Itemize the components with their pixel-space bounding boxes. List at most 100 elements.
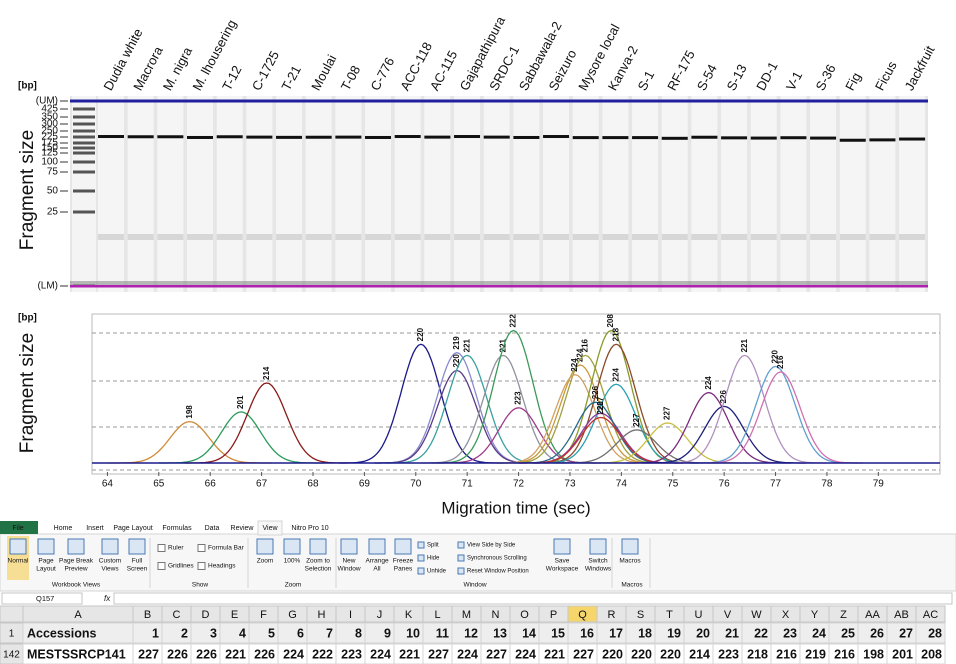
checkbox-label[interactable]: Headings	[208, 563, 236, 570]
cell-text: 23	[783, 626, 797, 640]
x-tick-label: 71	[462, 479, 474, 490]
column-header-label: S	[637, 609, 644, 621]
cell-text: Accessions	[27, 626, 97, 640]
ribbon-button-label[interactable]: All	[373, 566, 381, 573]
peak-label: 224	[570, 358, 579, 372]
ribbon-button-label[interactable]: 100%	[284, 558, 301, 565]
checkbox-label[interactable]: Formula Bar	[208, 545, 245, 552]
ribbon-tab[interactable]: View	[262, 525, 278, 532]
ribbon-tab[interactable]: Formulas	[162, 525, 192, 532]
checkbox[interactable]	[157, 562, 166, 570]
checkbox-label[interactable]: Gridlines	[168, 563, 194, 570]
ribbon-button-label[interactable]: Preview	[64, 566, 87, 573]
ribbon-button-label[interactable]: New	[342, 558, 355, 565]
ribbon-button-label[interactable]: Custom	[99, 558, 121, 565]
ribbon-icon[interactable]	[368, 538, 386, 555]
ribbon-button-label[interactable]: Switch	[588, 558, 608, 565]
formula-input[interactable]	[113, 592, 953, 605]
peak-label: 214	[262, 366, 271, 380]
cell-text: 216	[776, 647, 797, 661]
ribbon-button-label[interactable]: Screen	[127, 566, 148, 573]
ribbon-tab[interactable]: Insert	[86, 525, 104, 532]
peak-label: 227	[663, 406, 672, 420]
small-icon	[457, 567, 465, 575]
ribbon-button-label[interactable]: Windows	[585, 566, 612, 573]
checkbox[interactable]	[197, 544, 206, 552]
primer-band	[632, 234, 659, 240]
peak-label: 222	[509, 314, 518, 328]
ribbon-button-label[interactable]: Full	[132, 558, 143, 565]
small-button-label[interactable]: Reset Window Position	[467, 569, 529, 575]
ribbon-icon[interactable]	[621, 538, 639, 555]
ribbon-button-label[interactable]: Macros	[619, 558, 641, 565]
checkbox[interactable]	[157, 544, 166, 552]
peak	[184, 382, 349, 464]
ribbon-button-label[interactable]: Zoom to	[306, 558, 330, 565]
cell-text: 224	[515, 647, 536, 661]
primer-band	[216, 234, 243, 240]
ribbon-icon[interactable]	[589, 538, 607, 555]
ribbon-icon[interactable]	[309, 538, 327, 555]
ribbon-button-label[interactable]: Arrange	[365, 558, 389, 565]
cell-text: 9	[384, 626, 391, 640]
ribbon-group-label: Macros	[621, 582, 643, 589]
cell[interactable]	[915, 622, 946, 644]
checkbox[interactable]	[197, 562, 206, 570]
allele-band	[187, 135, 214, 139]
ribbon-icon[interactable]	[37, 538, 55, 555]
x-tick-label: 79	[873, 479, 885, 490]
ribbon-button-label[interactable]: Panes	[394, 566, 413, 573]
ribbon-icon[interactable]	[394, 538, 412, 555]
small-button-label[interactable]: Split	[427, 543, 439, 549]
column-header[interactable]	[915, 605, 946, 623]
cell-text: 221	[544, 647, 565, 661]
small-button-label[interactable]: View Side by Side	[467, 543, 516, 549]
name-box[interactable]	[1, 592, 83, 605]
ribbon-button-label[interactable]: Normal	[8, 558, 30, 565]
cell-text: 25	[841, 626, 855, 640]
peak	[693, 365, 858, 464]
ribbon-button-label[interactable]: Window	[337, 566, 360, 573]
lane-label: S-1	[634, 68, 657, 93]
cell-text: 226	[254, 647, 275, 661]
ribbon-button-label[interactable]: Page Break	[59, 558, 94, 565]
ladder-label: 175	[41, 138, 58, 149]
ribbon-icon[interactable]	[553, 538, 571, 555]
small-icon	[457, 554, 465, 562]
ribbon-button-label[interactable]: Page	[38, 558, 54, 565]
ribbon-button-label[interactable]: Workspace	[546, 566, 579, 573]
small-button-label[interactable]: Synchronous Scrolling	[467, 556, 527, 562]
lane-label: S-54	[694, 62, 720, 93]
ribbon-icon[interactable]	[101, 538, 119, 555]
ribbon-button-label[interactable]: Save	[555, 558, 570, 565]
ribbon-tab[interactable]: Review	[231, 525, 255, 532]
lane	[157, 96, 184, 292]
ribbon-tab[interactable]: Page Layout	[113, 525, 152, 532]
cell[interactable]	[915, 643, 946, 664]
lower-marker	[70, 285, 928, 288]
cell-text: 219	[805, 647, 826, 661]
ribbon-button-label[interactable]: Layout	[36, 566, 56, 573]
ribbon-icon[interactable]	[340, 538, 358, 555]
small-button-label[interactable]: Hide	[427, 556, 440, 562]
small-button-label[interactable]: Unhide	[427, 569, 447, 575]
ribbon-icon[interactable]	[128, 538, 146, 555]
ribbon-button-label[interactable]: Views	[101, 566, 119, 573]
ribbon-icon[interactable]	[283, 538, 301, 555]
ribbon-button-label[interactable]: Selection	[305, 566, 332, 573]
ribbon-icon[interactable]	[256, 538, 274, 555]
peak-label: 226	[719, 390, 728, 404]
peak-label: 223	[514, 391, 523, 405]
ribbon-button-label[interactable]: Freeze	[393, 558, 414, 565]
primer-band	[750, 234, 777, 240]
ribbon-tab[interactable]: Home	[54, 525, 73, 532]
ribbon-tab[interactable]: File	[12, 525, 23, 532]
ribbon-tab[interactable]: Nitro Pro 10	[291, 525, 328, 532]
ribbon-button-label[interactable]: Zoom	[257, 558, 274, 565]
peak	[641, 405, 807, 464]
ribbon-tab[interactable]: Data	[205, 525, 220, 532]
ribbon-icon[interactable]	[9, 538, 27, 555]
checkbox-label[interactable]: Ruler	[168, 545, 184, 552]
lane-label: T-21	[278, 63, 303, 93]
ribbon-icon[interactable]	[67, 538, 85, 555]
